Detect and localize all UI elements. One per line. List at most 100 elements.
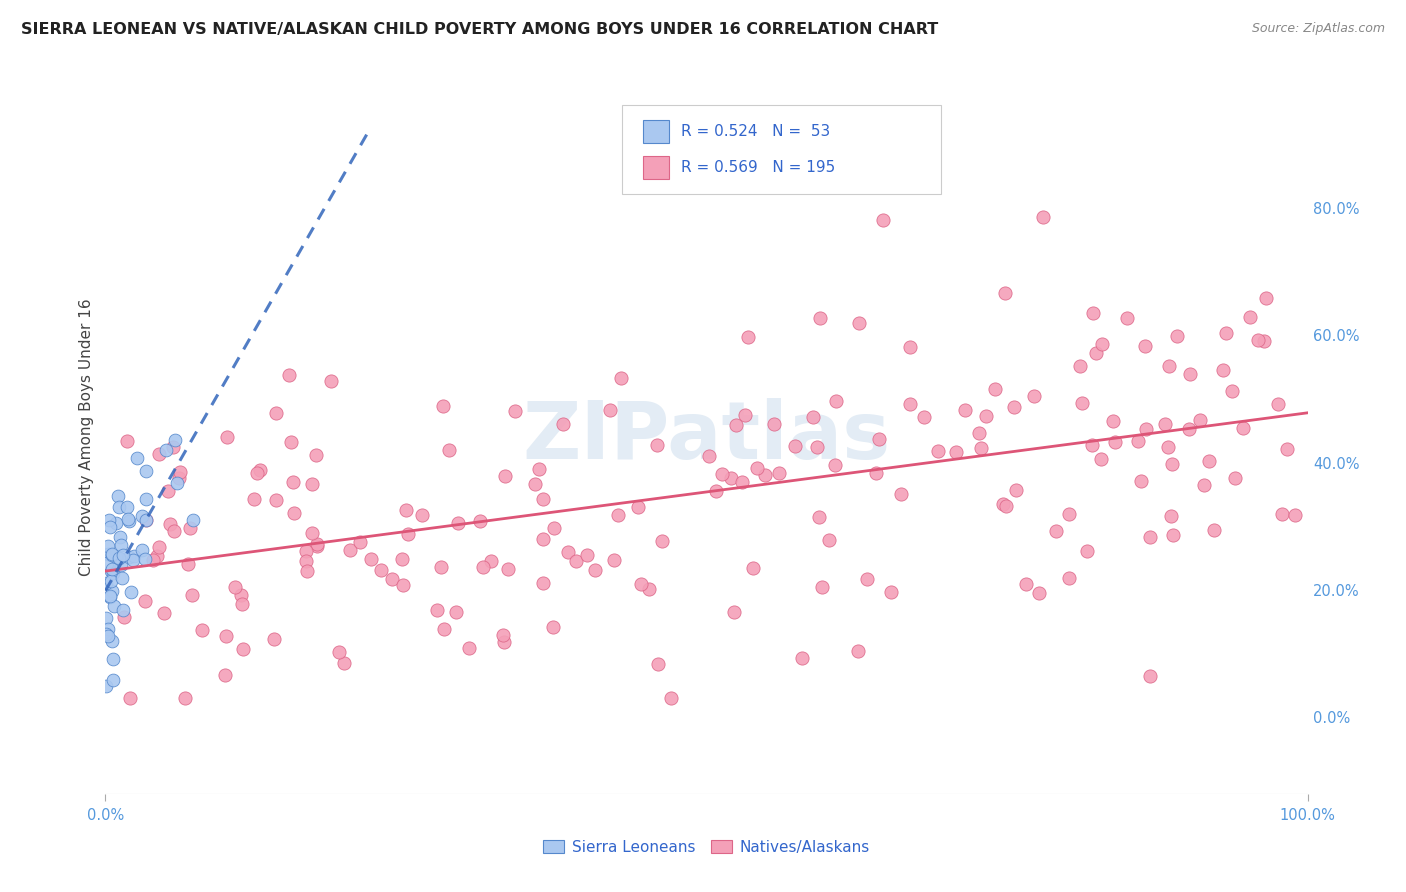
Point (1177, 422, 1199, 436)
Point (994, 286, 1017, 301)
Point (723, 605, 745, 619)
Point (103, 599, 125, 614)
Point (496, 562, 519, 576)
Point (824, 393, 846, 408)
Point (790, 651, 813, 665)
Point (745, 461, 768, 475)
Point (1253, 334, 1275, 348)
Point (872, 213, 894, 227)
Point (214, 667, 236, 681)
FancyBboxPatch shape (643, 120, 669, 144)
Point (101, 566, 124, 581)
Point (295, 544, 318, 558)
Point (107, 490, 129, 504)
Point (301, 525, 323, 540)
Point (153, 607, 176, 621)
Point (162, 440, 184, 454)
Point (111, 549, 134, 563)
Point (1081, 438, 1104, 452)
Point (98, 589, 121, 603)
Point (118, 691, 141, 706)
Point (94, 626, 117, 640)
Point (112, 603, 135, 617)
Point (994, 499, 1017, 513)
Point (148, 540, 170, 554)
Point (492, 628, 515, 642)
Point (163, 524, 186, 538)
Point (333, 656, 356, 670)
Point (98, 520, 121, 534)
Point (801, 409, 824, 424)
Point (1139, 669, 1161, 683)
Point (868, 432, 890, 446)
Point (249, 463, 271, 477)
Point (1215, 326, 1237, 340)
Point (817, 533, 839, 548)
Point (280, 435, 302, 450)
Point (117, 511, 139, 525)
Point (135, 513, 157, 527)
Point (1116, 311, 1139, 326)
Point (808, 509, 831, 524)
Point (101, 673, 124, 687)
Point (283, 506, 305, 520)
Point (1102, 414, 1125, 428)
Point (754, 468, 776, 483)
Point (190, 623, 212, 637)
Point (967, 425, 990, 440)
Point (278, 368, 301, 382)
Point (927, 443, 949, 458)
Point (543, 521, 565, 535)
Point (1005, 483, 1028, 497)
Point (339, 542, 361, 557)
Point (1076, 544, 1098, 558)
Point (246, 467, 269, 481)
Point (98, 590, 121, 604)
Point (159, 517, 181, 532)
Point (174, 691, 197, 706)
Point (181, 588, 204, 602)
Point (711, 467, 734, 481)
Point (1204, 524, 1226, 538)
Point (94, 611, 117, 625)
Point (266, 406, 288, 420)
Point (647, 657, 669, 672)
Point (479, 554, 502, 568)
Point (1275, 442, 1298, 456)
Point (697, 449, 720, 463)
Point (945, 444, 967, 458)
Point (1160, 509, 1182, 524)
Point (131, 508, 153, 523)
Point (135, 492, 157, 507)
Point (135, 513, 157, 527)
Point (583, 563, 606, 577)
Point (1161, 527, 1184, 541)
Point (243, 492, 266, 507)
Point (993, 497, 1015, 511)
Point (263, 632, 285, 646)
Point (1133, 339, 1156, 353)
Point (630, 576, 652, 591)
Point (1223, 470, 1246, 484)
Text: ZIPatlas: ZIPatlas (523, 398, 890, 476)
Point (426, 603, 449, 617)
Point (659, 691, 682, 706)
Point (169, 465, 191, 479)
Point (229, 588, 252, 602)
Point (100, 562, 122, 576)
Point (305, 537, 328, 551)
Point (848, 316, 870, 330)
Point (447, 516, 470, 530)
Point (446, 605, 468, 619)
Point (134, 551, 156, 566)
Point (824, 458, 846, 472)
Point (135, 463, 157, 477)
Point (96, 679, 118, 693)
Point (305, 448, 328, 462)
Point (1135, 421, 1157, 435)
Point (321, 374, 343, 388)
Point (763, 417, 786, 431)
Point (134, 594, 156, 608)
Point (360, 551, 382, 566)
Point (1194, 477, 1216, 491)
